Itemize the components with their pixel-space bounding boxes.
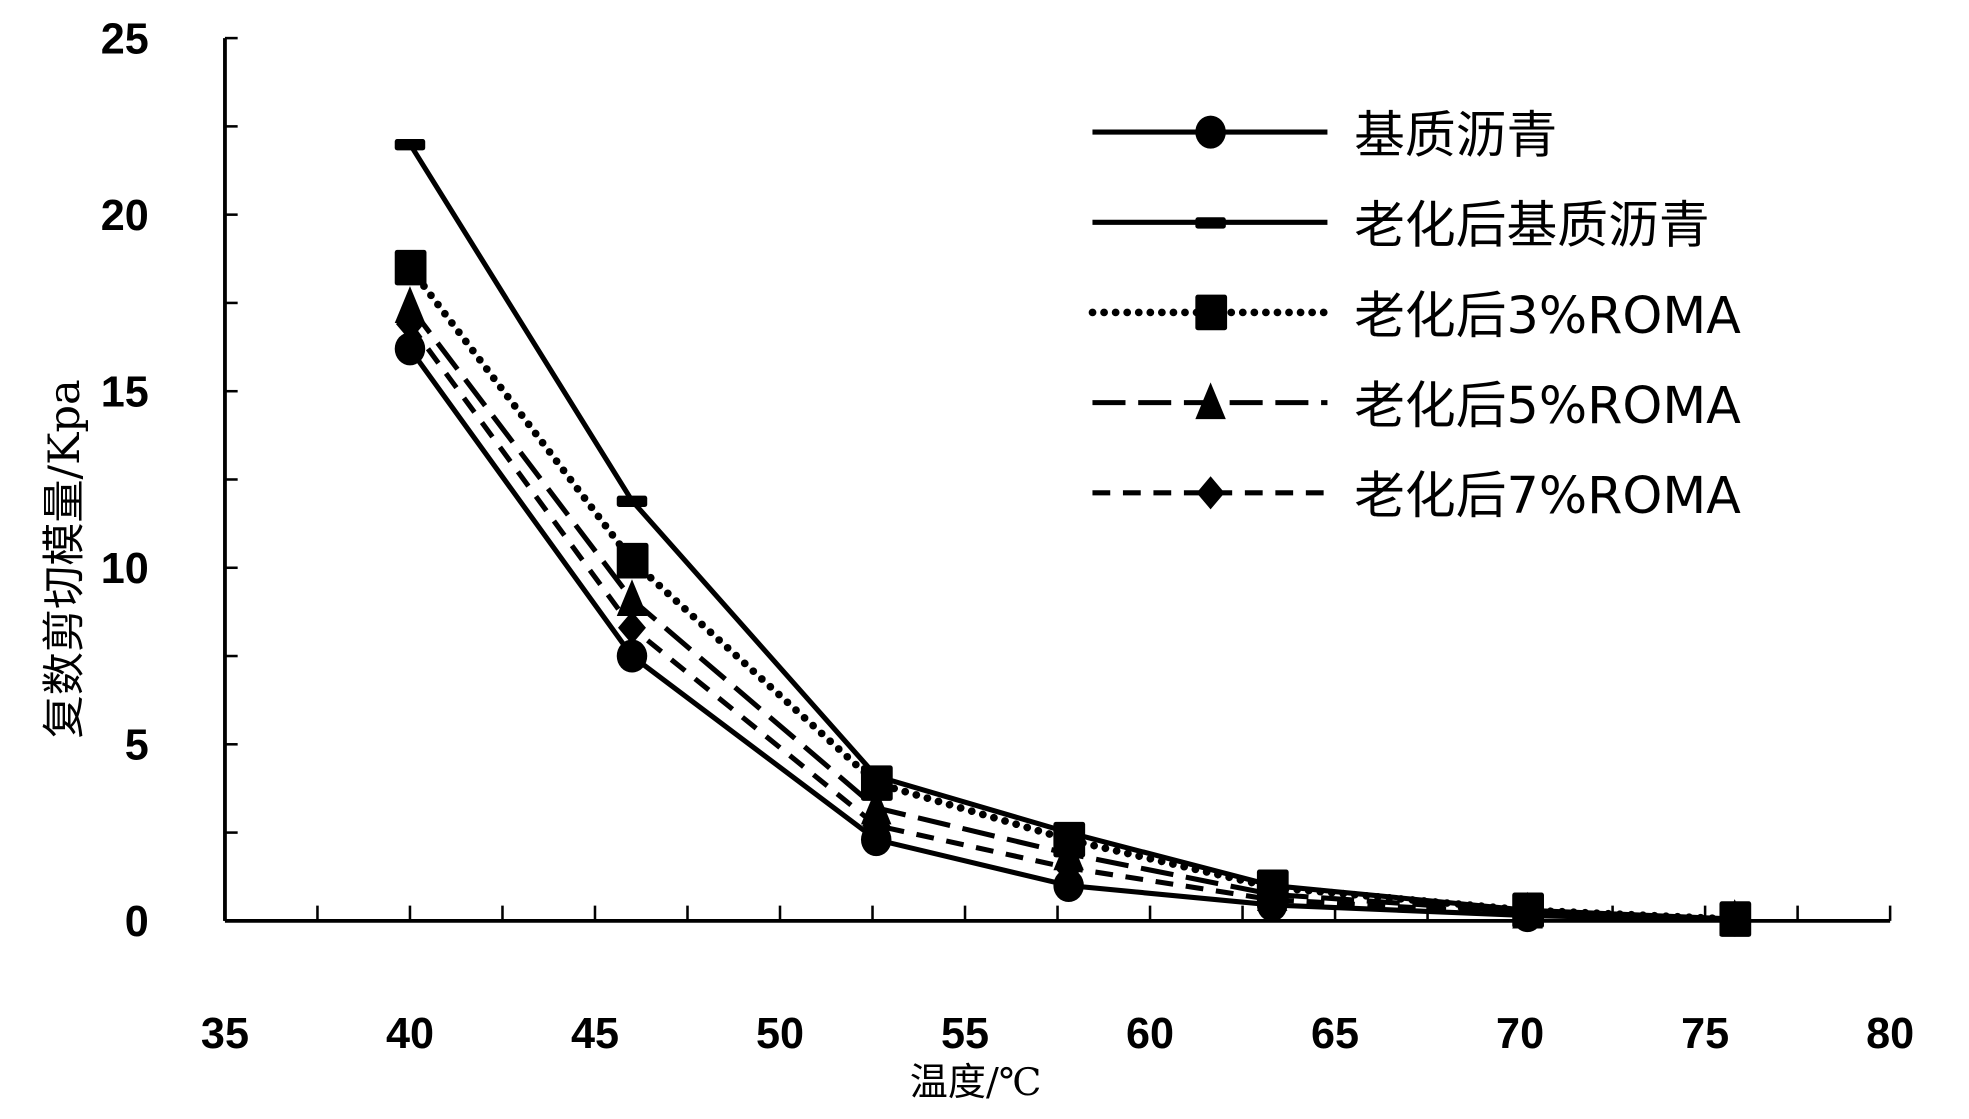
data-point bbox=[394, 249, 427, 286]
legend-label: 老化后基质沥青 bbox=[1354, 196, 1710, 255]
series-line bbox=[406, 263, 1739, 923]
data-point bbox=[616, 639, 648, 673]
legend-marker bbox=[1195, 294, 1228, 331]
data-point bbox=[616, 579, 648, 617]
data-point bbox=[1513, 897, 1542, 931]
x-tick-label: 45 bbox=[571, 1010, 619, 1058]
x-tick-label: 80 bbox=[1866, 1010, 1914, 1058]
y-tick-label: 20 bbox=[101, 192, 149, 240]
y-tick-label: 0 bbox=[125, 898, 149, 946]
series-5 bbox=[395, 307, 1749, 937]
x-tick-label: 35 bbox=[201, 1010, 249, 1058]
data-point bbox=[394, 332, 426, 366]
data-point bbox=[395, 307, 424, 341]
series-line bbox=[407, 142, 1735, 922]
y-tick-label: 10 bbox=[101, 545, 149, 593]
x-tick-label: 55 bbox=[941, 1010, 989, 1058]
legend-marker bbox=[1195, 382, 1226, 420]
data-point bbox=[1720, 903, 1749, 937]
legend-label: 老化后7%ROMA bbox=[1354, 466, 1741, 525]
data-point bbox=[394, 286, 426, 323]
y-tick-label: 15 bbox=[101, 368, 149, 416]
legend-label: 老化后5%ROMA bbox=[1354, 376, 1741, 435]
legend-item: 老化后5%ROMA bbox=[1092, 376, 1741, 435]
legend-item: 老化后3%ROMA bbox=[1088, 286, 1741, 345]
x-axis-title: 温度/℃ bbox=[910, 1060, 1042, 1104]
series-3 bbox=[394, 249, 1752, 937]
x-tick-label: 50 bbox=[756, 1010, 804, 1058]
y-tick-label: 5 bbox=[125, 722, 149, 770]
data-point bbox=[394, 138, 426, 151]
x-tick-label: 70 bbox=[1496, 1010, 1544, 1058]
legend-item: 老化后基质沥青 bbox=[1092, 196, 1710, 255]
legend-marker bbox=[1195, 217, 1226, 229]
data-point bbox=[860, 765, 893, 801]
y-tick-label: 25 bbox=[101, 15, 149, 63]
data-point bbox=[1053, 869, 1084, 903]
axes: 0 5 10 15 20 25 35 40 45 50 55 60 65 70 75 80 bbox=[101, 15, 1914, 1058]
x-tick-label: 65 bbox=[1311, 1010, 1359, 1058]
series-lines bbox=[394, 138, 1752, 937]
y-axis-title: 复数剪切模量/Kpa bbox=[40, 379, 90, 738]
legend-label: 老化后3%ROMA bbox=[1354, 286, 1741, 345]
data-point bbox=[616, 542, 649, 579]
legend-item: 基质沥青 bbox=[1092, 105, 1557, 164]
legend-marker bbox=[1196, 476, 1225, 510]
x-tick-label: 75 bbox=[1681, 1010, 1729, 1058]
data-point bbox=[1054, 851, 1083, 885]
legend-label: 基质沥青 bbox=[1354, 105, 1557, 164]
legend-item: 老化后7%ROMA bbox=[1092, 466, 1741, 525]
data-point bbox=[860, 787, 892, 825]
data-point bbox=[616, 495, 648, 508]
series-2 bbox=[394, 138, 1750, 926]
x-tick-label: 40 bbox=[386, 1010, 434, 1058]
data-point bbox=[618, 611, 646, 645]
data-point bbox=[862, 809, 891, 843]
x-tick-label: 60 bbox=[1126, 1010, 1174, 1058]
legend-marker bbox=[1195, 115, 1226, 149]
data-point bbox=[1258, 883, 1287, 917]
